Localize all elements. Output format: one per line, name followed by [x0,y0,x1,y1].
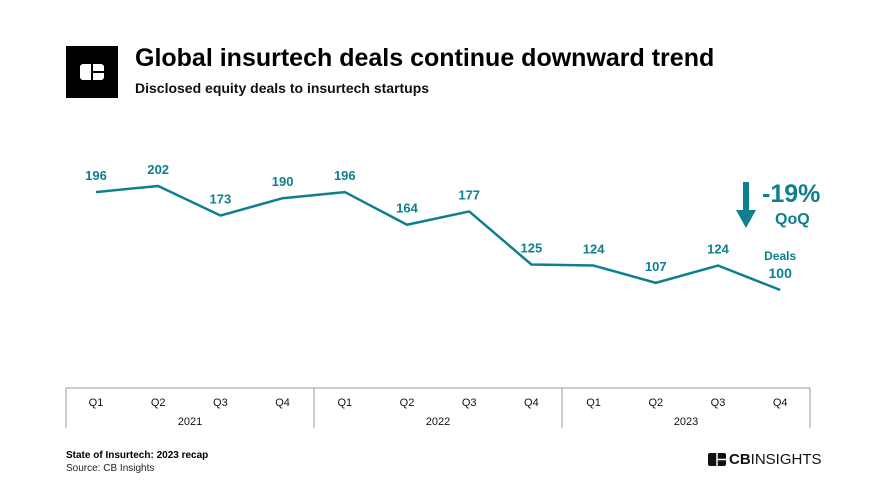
brand-bold: CB [729,451,751,468]
x-tick-label: Q2 [648,397,663,409]
x-tick-label: Q1 [337,397,352,409]
arrow-down-icon [743,182,749,212]
data-label: 164 [396,201,418,216]
x-tick-label: Q1 [586,397,601,409]
x-tick-label: Q3 [711,397,726,409]
change-value: -19% [762,180,820,208]
data-label: 202 [147,162,169,177]
cb-logo [66,46,118,98]
year-label: 2023 [674,416,698,428]
data-label: 177 [458,187,480,202]
data-label: 124 [583,242,605,257]
x-tick-label: Q4 [773,397,788,409]
x-tick-label: Q1 [89,397,104,409]
x-tick-label: Q3 [462,397,477,409]
x-tick-label: Q3 [213,397,228,409]
year-label: 2022 [426,416,450,428]
x-tick-label: Q2 [400,397,415,409]
data-label: 100 [769,265,793,281]
series-line [95,184,781,292]
data-label: 173 [210,192,232,207]
x-tick-label: Q4 [275,397,290,409]
x-tick-label: Q4 [524,397,539,409]
data-label: 190 [272,174,294,189]
change-period: QoQ [775,211,810,228]
x-tick-label: Q2 [151,397,166,409]
chart-title: Global insurtech deals continue downward… [135,44,715,72]
year-label: 2021 [178,416,202,428]
brand-rest: INSIGHTS [750,451,822,468]
data-label: 196 [334,168,356,183]
data-label: 196 [85,168,107,183]
data-label: 125 [521,241,543,256]
arrow-down-icon-head [736,210,756,228]
cb-insights-brand: CBINSIGHTS [708,451,822,468]
data-label: 124 [707,242,729,257]
report-name: State of Insurtech: 2023 recap [66,450,209,461]
source-note: Source: CB Insights [66,463,155,474]
data-label: 107 [645,259,667,274]
chart-subtitle: Disclosed equity deals to insurtech star… [135,80,430,96]
series-label: Deals [764,249,796,263]
